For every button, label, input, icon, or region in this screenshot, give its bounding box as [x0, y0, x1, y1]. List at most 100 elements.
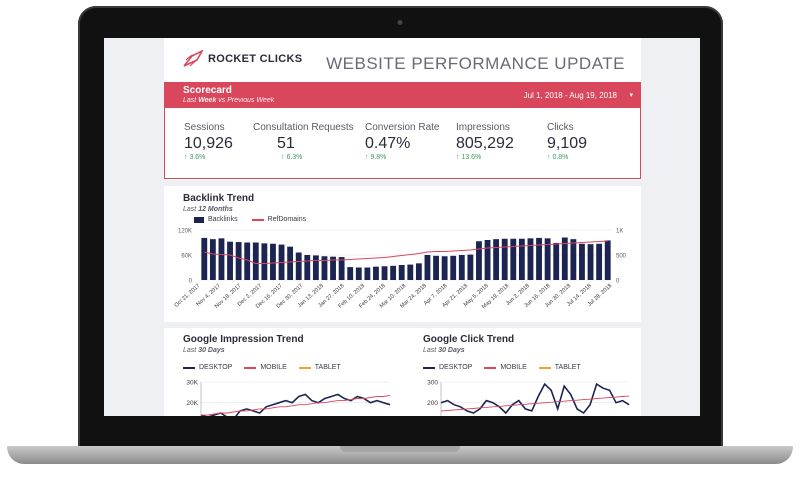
metric-consultation-requests: Consultation Requests 51 ↑ 6.3% — [253, 122, 354, 161]
legend-label-tablet: TABLET — [314, 364, 341, 371]
click-legend: DESKTOP MOBILE TABLET — [423, 364, 581, 371]
page-title: WEBSITE PERFORMANCE UPDATE — [326, 54, 625, 73]
legend-swatch-backlinks — [194, 216, 204, 223]
legend-swatch-mobile — [484, 366, 497, 369]
metric-label: Sessions — [184, 122, 225, 133]
bar-backlinks — [415, 263, 422, 280]
metric-value: 10,926 — [184, 135, 233, 152]
y-tick-label: 30K — [186, 380, 198, 387]
backlink-legend: Backlinks RefDomains — [194, 216, 306, 223]
bar-backlinks — [244, 242, 251, 280]
bar-backlinks — [570, 239, 577, 280]
bar-backlinks — [604, 240, 611, 280]
bar-backlinks — [561, 237, 568, 280]
impression-legend: DESKTOP MOBILE TABLET — [183, 364, 341, 371]
bar-backlinks — [304, 255, 311, 280]
metric-delta: ↑ 0.8% — [547, 154, 569, 161]
metric-label: Clicks — [547, 122, 574, 133]
bar-backlinks — [450, 255, 457, 280]
metric-delta: ↑ 9.8% — [365, 154, 387, 161]
legend-label-desktop: DESKTOP — [439, 364, 473, 371]
bar-backlinks — [544, 238, 551, 280]
line-mobile — [201, 394, 391, 416]
bar-backlinks — [424, 255, 431, 280]
bar-backlinks — [270, 243, 276, 280]
legend-label-mobile: MOBILE — [500, 364, 527, 371]
line-refdomains — [204, 240, 608, 264]
metric-label: Impressions — [456, 122, 510, 133]
metric-clicks: Clicks 9,109 ↑ 0.8% — [547, 122, 587, 161]
bar-backlinks — [484, 240, 491, 280]
brand-logo: ROCKET CLICKS — [182, 50, 302, 68]
arrow-up-icon: ↑ — [365, 154, 371, 161]
y-left-tick-label: 0 — [189, 279, 193, 285]
legend-label-tablet: TABLET — [554, 364, 581, 371]
bar-backlinks — [493, 239, 500, 280]
backlink-chart-subtitle: Last 12 Months — [183, 206, 233, 213]
bar-backlinks — [201, 237, 208, 280]
laptop-notch — [340, 446, 460, 452]
date-range-selector[interactable]: Jul 1, 2018 - Aug 19, 2018 — [523, 91, 617, 100]
arrow-up-icon: ↑ — [547, 154, 553, 161]
scorecard-panel: Sessions 10,926 ↑ 3.6% Consultation Requ… — [164, 108, 641, 179]
section-divider — [164, 322, 641, 328]
bar-backlinks — [587, 244, 594, 280]
metric-delta: ↑ 3.6% — [184, 154, 206, 161]
y-right-tick-label: 500 — [616, 254, 627, 260]
impression-chart-title: Google Impression Trend — [183, 334, 304, 345]
bar-backlinks — [227, 241, 233, 280]
bar-backlinks — [476, 241, 482, 280]
bar-backlinks — [407, 264, 414, 280]
arrow-up-icon: ↑ — [456, 154, 462, 161]
y-tick-label: 200 — [427, 400, 438, 407]
impression-chart: 30K 20K — [186, 380, 391, 416]
bar-backlinks — [553, 242, 560, 280]
impression-chart-subtitle: Last 30 Days — [183, 347, 225, 354]
bar-backlinks — [235, 242, 242, 280]
metric-label: Consultation Requests — [253, 122, 354, 133]
y-tick-label: 20K — [186, 400, 198, 407]
click-chart-subtitle: Last 30 Days — [423, 347, 465, 354]
bar-backlinks — [218, 238, 225, 280]
bar-backlinks — [321, 256, 328, 280]
legend-label-desktop: DESKTOP — [199, 364, 233, 371]
legend-label-backlinks: Backlinks — [208, 216, 238, 223]
camera-icon — [397, 20, 403, 25]
dashboard: ROCKET CLICKS WEBSITE PERFORMANCE UPDATE… — [164, 38, 641, 416]
metric-impressions: Impressions 805,292 ↑ 13.6% — [456, 122, 514, 161]
bar-backlinks — [458, 255, 465, 280]
legend-swatch-tablet — [538, 366, 551, 369]
click-chart-title: Google Click Trend — [423, 334, 515, 345]
bar-backlinks — [364, 267, 371, 280]
bar-backlinks — [510, 238, 517, 280]
y-right-tick-label: 1K — [616, 229, 623, 235]
legend-swatch-mobile — [244, 366, 257, 369]
bar-backlinks — [390, 265, 397, 280]
bar-backlinks — [209, 239, 216, 280]
y-left-tick-label: 60K — [181, 254, 192, 260]
caret-down-icon[interactable]: ▾ — [629, 92, 633, 99]
scorecard-subtitle: Last Week vs Previous Week — [183, 97, 275, 104]
y-right-tick-label: 0 — [616, 279, 620, 285]
bar-backlinks — [381, 266, 388, 280]
metric-sessions: Sessions 10,926 ↑ 3.6% — [184, 122, 233, 161]
laptop-base — [7, 446, 793, 464]
bar-backlinks — [261, 243, 268, 280]
bar-backlinks — [287, 246, 294, 280]
bar-backlinks — [330, 256, 336, 280]
y-left-tick-label: 120K — [178, 229, 192, 235]
metric-delta: ↑ 13.6% — [456, 154, 482, 161]
bar-backlinks — [579, 243, 585, 280]
bar-backlinks — [596, 243, 603, 280]
scorecard-header: Scorecard Last Week vs Previous Week Jul… — [164, 82, 641, 108]
legend-swatch-refdomains — [251, 218, 264, 221]
arrow-up-icon: ↑ — [184, 154, 190, 161]
section-divider — [164, 180, 641, 186]
bar-backlinks — [338, 257, 345, 280]
metric-delta: ↑ 6.3% — [281, 154, 303, 161]
bar-backlinks — [398, 265, 405, 280]
bar-backlinks — [441, 256, 448, 280]
legend-label-refdomains: RefDomains — [267, 216, 307, 223]
bar-backlinks — [295, 252, 302, 280]
bar-backlinks — [433, 255, 439, 280]
